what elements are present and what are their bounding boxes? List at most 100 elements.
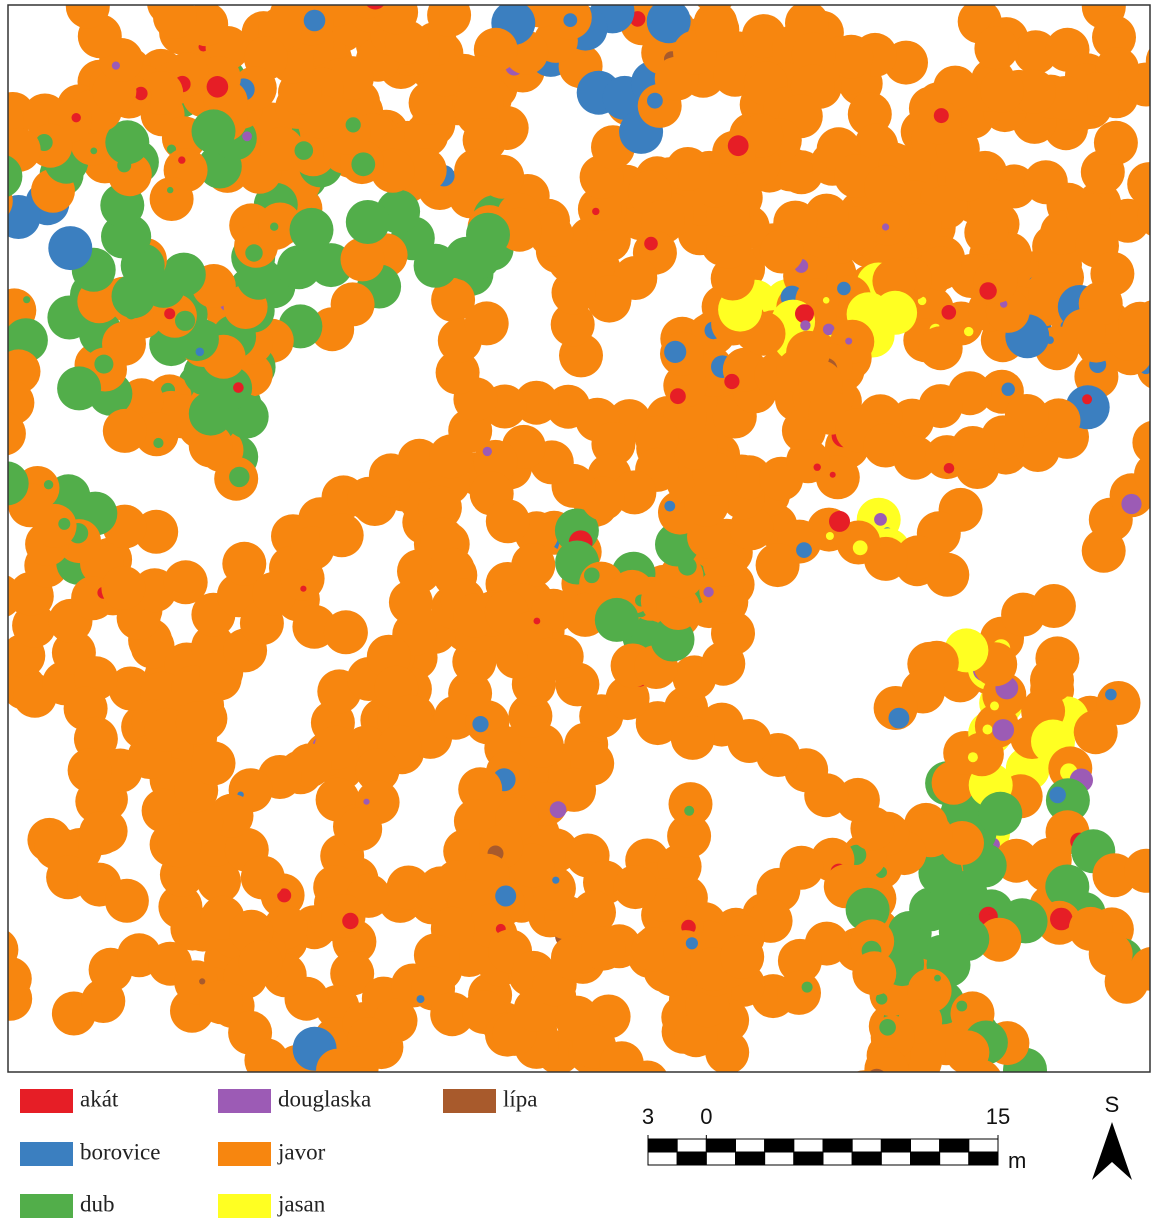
species-patch: [552, 877, 559, 884]
species-patch: [357, 1119, 372, 1134]
tree-crown: [257, 0, 301, 2]
species-patch: [1037, 1216, 1058, 1229]
tree-crown: [720, 935, 764, 979]
legend: akátborovicedubdouglaskajavorjasanlípa: [20, 1086, 538, 1218]
species-patch: [979, 282, 996, 299]
species-patch: [934, 108, 949, 123]
species-patch: [363, 799, 369, 805]
tree-crown: [239, 940, 283, 984]
scale-segment: [794, 1152, 823, 1165]
legend-label: douglaska: [278, 1086, 371, 1111]
species-patch: [58, 518, 70, 530]
scale-segment: [736, 1139, 765, 1152]
scale-segment: [852, 1152, 881, 1165]
legend-swatch: [218, 1089, 271, 1113]
species-patch: [1105, 689, 1117, 701]
species-patch: [295, 141, 314, 160]
species-patch: [495, 886, 516, 907]
species-patch: [942, 305, 957, 320]
species-patch: [44, 480, 53, 489]
species-patch: [229, 467, 249, 487]
scale-segment: [852, 1139, 881, 1152]
species-patch: [178, 156, 185, 163]
species-patch: [684, 806, 694, 816]
tree-crown: [980, 69, 1024, 113]
species-patch: [823, 297, 830, 304]
scale-label: 3: [642, 1104, 654, 1129]
species-patch: [472, 716, 488, 732]
tree-crown: [951, 426, 995, 470]
species-patch: [874, 513, 887, 526]
species-patch: [670, 388, 686, 404]
species-patch: [199, 978, 205, 984]
tree-crown: [57, 366, 101, 410]
species-patch: [233, 382, 244, 393]
species-patch: [728, 135, 749, 156]
tree-crown: [527, 638, 571, 682]
tree-crown: [324, 610, 368, 654]
tree-crown: [786, 439, 830, 483]
scale-segment: [823, 1152, 852, 1165]
tree-crown: [671, 716, 715, 760]
tree-crown: [341, 237, 385, 281]
tree-crown: [338, 807, 382, 851]
scale-segment: [881, 1152, 910, 1165]
species-patch: [534, 618, 541, 625]
legend-label: dub: [80, 1191, 115, 1216]
scale-segment: [736, 1152, 765, 1165]
tree-crown: [974, 259, 1018, 303]
map-figure: akátborovicedubdouglaskajavorjasanlípa 3…: [0, 0, 1153, 1229]
species-patch: [342, 913, 358, 929]
scale-unit: m: [1008, 1148, 1026, 1173]
species-patch: [889, 708, 910, 729]
tree-crown: [1039, 1200, 1083, 1229]
tree-crown: [105, 879, 149, 923]
species-patch: [879, 1019, 896, 1036]
legend-swatch: [20, 1194, 73, 1218]
species-patch: [1059, 1187, 1072, 1200]
species-patch: [245, 244, 262, 261]
species-patch: [647, 93, 663, 109]
species-patch: [270, 223, 278, 231]
species-patch: [563, 13, 577, 27]
legend-swatch: [443, 1089, 496, 1113]
legend-label: akát: [80, 1086, 119, 1111]
tree-crown: [465, 301, 509, 345]
species-patch: [164, 308, 175, 319]
tree-crown: [978, 792, 1022, 836]
tree-crown: [1032, 584, 1076, 628]
species-patch: [417, 995, 425, 1003]
tree-crown: [959, 1060, 1003, 1104]
species-patch: [830, 472, 836, 478]
tree-crown: [192, 109, 236, 153]
scale-label: 0: [700, 1104, 712, 1129]
tree-crown: [582, 927, 626, 971]
tree-crown: [199, 980, 243, 1024]
species-patch: [956, 1001, 967, 1012]
species-patch: [1049, 787, 1066, 804]
species-patch: [796, 542, 812, 558]
species-patch: [90, 148, 97, 155]
tree-crown: [290, 208, 334, 252]
tree-crown: [1105, 960, 1149, 1004]
tree-crown: [320, 513, 364, 557]
species-patch: [964, 327, 973, 336]
species-patch: [992, 719, 1014, 741]
legend-label: borovice: [80, 1139, 160, 1164]
species-patch: [584, 568, 600, 584]
species-patch: [968, 752, 978, 762]
scale-segment: [765, 1152, 794, 1165]
tree-crown: [842, 1070, 886, 1114]
scale-segment: [706, 1152, 735, 1165]
species-patch: [1082, 394, 1092, 404]
scale-segment: [765, 1139, 794, 1152]
species-patch: [592, 208, 599, 215]
species-patch: [724, 374, 739, 389]
species-patch: [167, 187, 173, 193]
scale-segment: [823, 1139, 852, 1152]
tree-crown: [322, 894, 366, 938]
tree-crown: [864, 1047, 908, 1091]
north-label: S: [1105, 1092, 1120, 1117]
scale-segment: [940, 1152, 969, 1165]
scale-segment: [794, 1139, 823, 1152]
